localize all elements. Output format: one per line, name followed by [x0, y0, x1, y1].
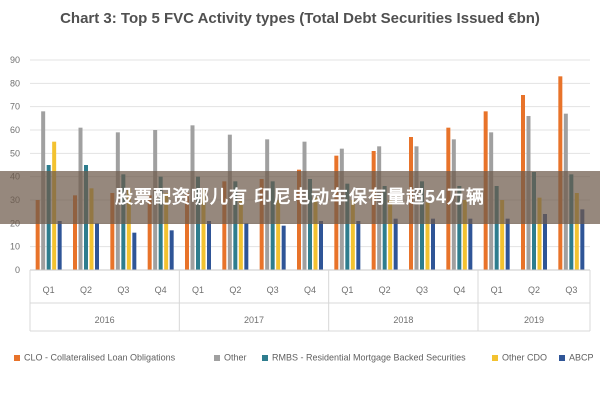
y-tick-label: 0: [15, 265, 20, 275]
bar: [259, 179, 264, 270]
y-tick-label: 10: [10, 242, 20, 252]
bar: [147, 195, 152, 270]
bar: [132, 232, 137, 270]
x-tick-label: Q1: [341, 285, 353, 295]
legend-swatch: [559, 354, 565, 361]
x-tick-label: Q2: [229, 285, 241, 295]
bar: [580, 209, 585, 270]
bar: [308, 179, 312, 270]
bar: [420, 181, 424, 270]
bar: [319, 221, 323, 270]
bar: [233, 181, 238, 270]
bar: [201, 188, 206, 270]
y-axis: 0102030405060708090: [10, 55, 20, 275]
legend-item: Other: [214, 352, 247, 363]
bar: [388, 200, 393, 270]
legend-swatch: [214, 354, 220, 361]
bar: [185, 193, 189, 270]
y-tick-label: 60: [10, 125, 20, 135]
overlay-banner-text: 股票配资哪儿有 印尼电动车保有量超54万辆: [114, 187, 486, 207]
bar: [382, 186, 387, 270]
legend-label: Other: [224, 352, 247, 363]
bar: [393, 218, 398, 270]
bar: [462, 200, 467, 270]
bar: [313, 197, 318, 270]
x-tick-label: Q4: [304, 285, 316, 295]
x-tick-label: Q3: [416, 285, 428, 295]
legend-item: Other CDO: [492, 352, 547, 363]
bar: [500, 200, 505, 270]
bar: [457, 186, 462, 270]
y-tick-label: 80: [10, 78, 20, 88]
y-tick-label: 50: [10, 148, 20, 158]
overlay-banner: 股票配资哪儿有 印尼电动车保有量超54万辆: [0, 171, 600, 224]
bar: [89, 188, 94, 270]
bar: [57, 221, 62, 270]
chart-legend: CLO - Collateralised Loan Obligations Oth…: [14, 352, 594, 368]
bar: [244, 223, 249, 270]
bar: [35, 200, 40, 270]
bar: [270, 181, 275, 270]
x-group-label: 2016: [95, 315, 115, 325]
bar: [95, 223, 99, 270]
x-tick-label: Q1: [192, 285, 204, 295]
x-tick-label: Q2: [379, 285, 391, 295]
bar: [425, 202, 430, 270]
bar: [574, 193, 579, 270]
x-tick-label: Q3: [565, 285, 577, 295]
x-group-label: 2019: [524, 315, 544, 325]
bar: [468, 218, 473, 270]
x-group-label: 2017: [244, 315, 264, 325]
legend-item: RMBS - Residential Mortgage Backed Secur…: [262, 352, 466, 363]
bar: [356, 221, 361, 270]
y-tick-label: 70: [10, 102, 20, 112]
bar: [169, 230, 174, 270]
x-tick-label: Q3: [267, 285, 279, 295]
legend-item: CLO - Collateralised Loan Obligations: [14, 352, 175, 363]
bar: [73, 195, 77, 270]
legend-label: Other CDO: [502, 352, 548, 363]
x-axis: Q1 Q2 Q3 Q4 Q1 Q2 Q3 Q4 Q1 Q2 Q3 Q4 Q1 Q2 Q3 2016 2017 20…: [29, 269, 591, 332]
legend-item: ABCP: [559, 352, 594, 363]
legend-label: ABCP: [569, 352, 594, 363]
bar: [537, 197, 542, 270]
x-tick-label: Q1: [491, 285, 503, 295]
x-tick-label: Q4: [155, 285, 167, 295]
x-tick-label: Q1: [43, 285, 55, 295]
bar: [281, 225, 286, 270]
legend-swatch: [492, 354, 498, 361]
bar: [276, 200, 281, 270]
x-group-label: 2018: [393, 315, 413, 325]
bar: [350, 200, 355, 270]
bar: [110, 193, 115, 270]
bar: [126, 188, 131, 270]
bar: [207, 221, 211, 270]
legend-label: RMBS - Residential Mortgage Backed Secur…: [272, 352, 466, 363]
chart-title: Chart 3: Top 5 FVC Activity types (Total…: [60, 10, 540, 27]
bar: [222, 181, 227, 270]
x-tick-label: Q4: [453, 285, 465, 295]
bar: [345, 183, 350, 270]
legend-label: CLO - Collateralised Loan Obligations: [24, 352, 176, 363]
bar: [494, 186, 499, 270]
x-tick-label: Q2: [528, 285, 540, 295]
bar: [164, 193, 169, 270]
bar: [543, 214, 547, 270]
y-tick-label: 90: [10, 55, 20, 65]
x-tick-label: Q3: [117, 285, 129, 295]
bar: [505, 218, 510, 270]
bar: [238, 200, 243, 270]
x-tick-label: Q2: [80, 285, 92, 295]
bar: [431, 218, 435, 270]
legend-swatch: [14, 354, 20, 361]
legend-swatch: [262, 354, 268, 361]
